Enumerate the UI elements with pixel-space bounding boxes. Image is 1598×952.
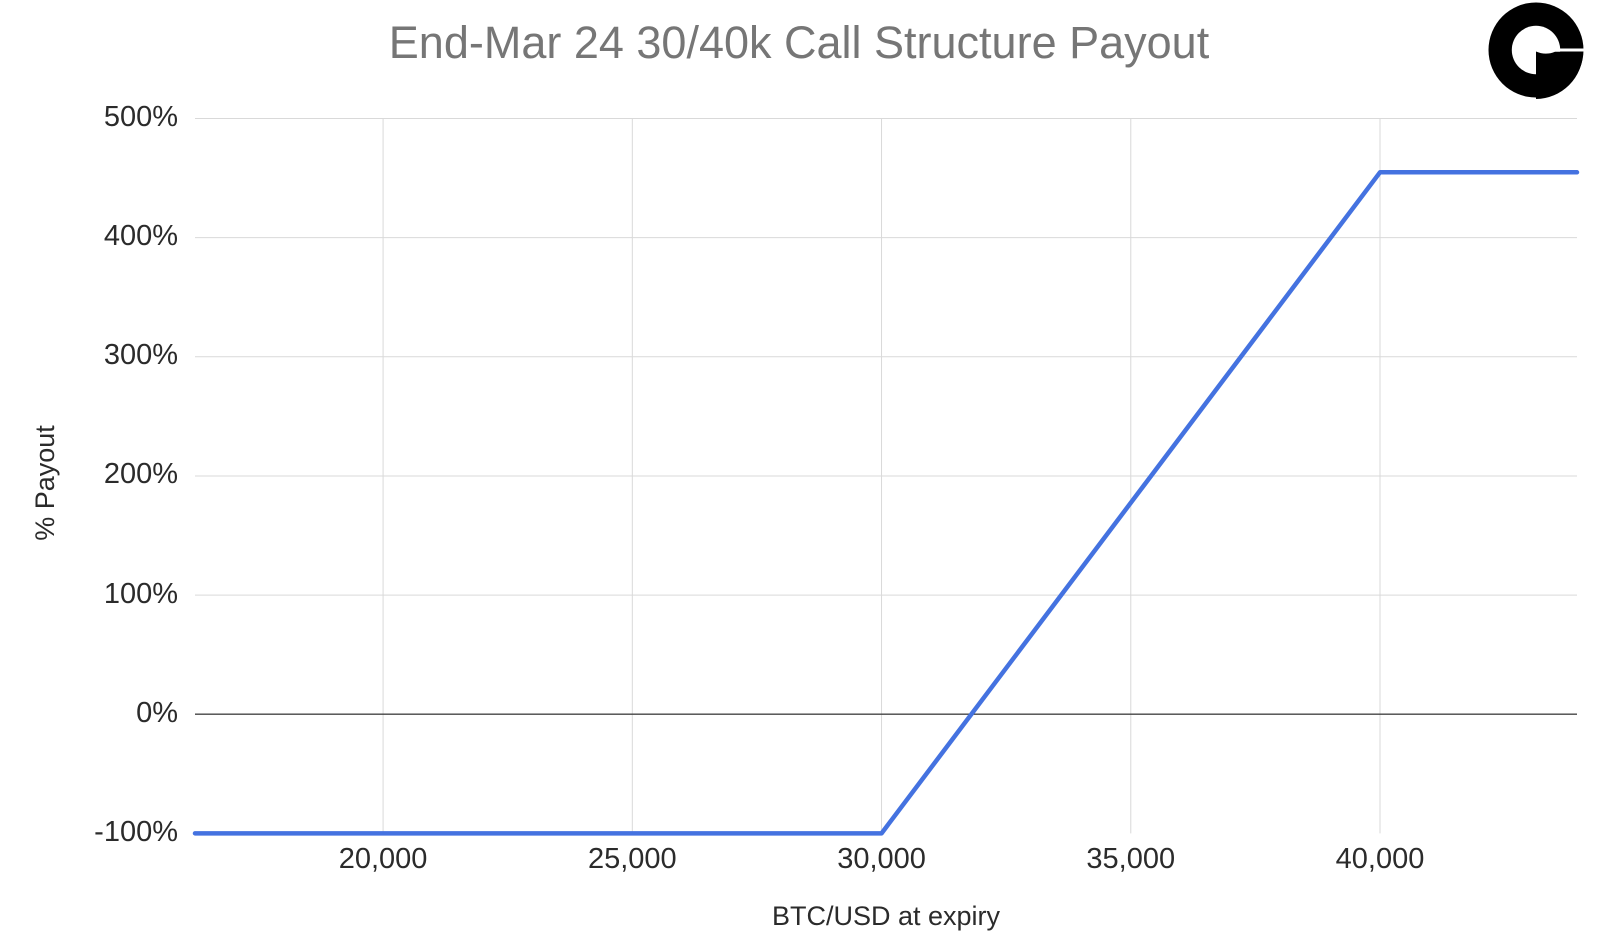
svg-text:0%: 0%: [136, 697, 178, 729]
svg-text:500%: 500%: [104, 101, 178, 133]
svg-text:200%: 200%: [104, 458, 178, 490]
svg-text:35,000: 35,000: [1086, 843, 1175, 875]
svg-text:300%: 300%: [104, 339, 178, 371]
svg-text:40,000: 40,000: [1336, 843, 1425, 875]
svg-text:% Payout: % Payout: [30, 425, 60, 541]
svg-text:20,000: 20,000: [339, 843, 428, 875]
svg-text:30,000: 30,000: [837, 843, 926, 875]
svg-text:BTC/USD at expiry: BTC/USD at expiry: [772, 901, 1001, 931]
svg-text:100%: 100%: [104, 578, 178, 610]
svg-text:-100%: -100%: [94, 816, 178, 848]
svg-text:400%: 400%: [104, 220, 178, 252]
svg-text:25,000: 25,000: [588, 843, 677, 875]
